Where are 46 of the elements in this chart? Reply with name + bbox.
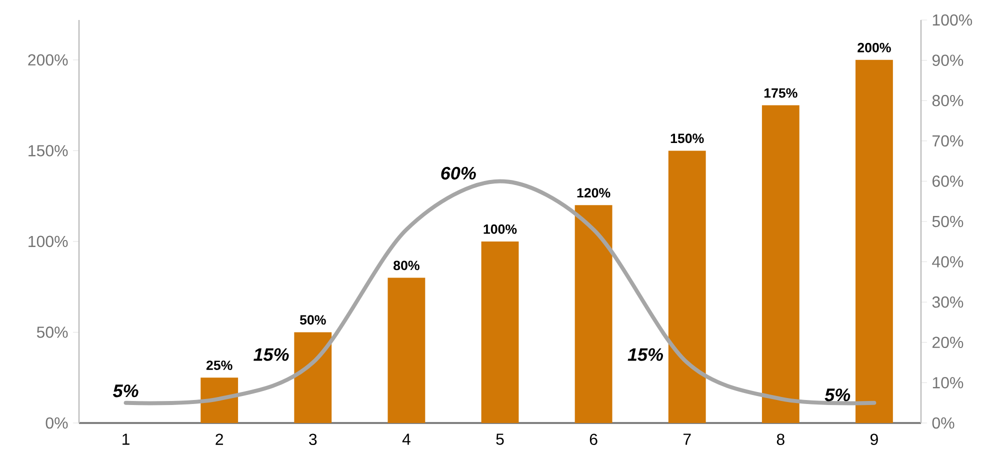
bar xyxy=(856,60,893,423)
bar xyxy=(388,278,426,423)
y2-tick-label: 60% xyxy=(932,176,964,187)
y-tick-label: 200% xyxy=(28,54,68,66)
y-tick-label: 100% xyxy=(28,236,68,248)
data-label: 150% xyxy=(670,134,704,144)
bar xyxy=(668,150,706,423)
y-tick-label: 150% xyxy=(28,145,68,156)
data-label: 25% xyxy=(206,360,232,370)
data-label: 50% xyxy=(300,315,326,325)
data-label: 200% xyxy=(858,42,891,52)
bar xyxy=(574,205,612,423)
x-tick-label: 8 xyxy=(776,434,784,446)
x-tick-label: 1 xyxy=(122,434,130,445)
y2-tick-label: 40% xyxy=(932,256,964,268)
y2-tick-label: 100% xyxy=(932,14,972,26)
x-tick-label: 9 xyxy=(870,434,878,446)
y2-tick-label: 50% xyxy=(932,216,964,228)
bar xyxy=(762,105,800,423)
x-tick-label: 6 xyxy=(590,434,598,446)
y2-tick-label: 80% xyxy=(932,94,964,106)
data-label: 80% xyxy=(394,260,420,270)
data-label: 15% xyxy=(254,348,289,361)
x-tick-label: 7 xyxy=(683,434,691,445)
x-tick-label: 4 xyxy=(402,434,410,445)
bar xyxy=(481,241,519,423)
data-label: 100% xyxy=(484,224,517,234)
x-tick-label: 3 xyxy=(309,434,317,446)
data-label: 120% xyxy=(577,188,610,198)
y-tick-label: 50% xyxy=(36,326,68,338)
x-tick-label: 5 xyxy=(496,434,504,445)
bar xyxy=(200,378,238,423)
data-label: 175% xyxy=(764,88,798,98)
y2-tick-label: 70% xyxy=(932,135,964,147)
x-tick-label: 2 xyxy=(216,434,223,445)
data-label: 5% xyxy=(112,384,138,398)
data-label: 15% xyxy=(628,348,664,361)
y2-tick-label: 20% xyxy=(932,336,964,348)
y2-tick-label: 0% xyxy=(932,417,954,429)
bar xyxy=(294,332,332,423)
y2-tick-label: 90% xyxy=(932,54,964,66)
data-label: 5% xyxy=(824,388,850,402)
y2-tick-label: 10% xyxy=(932,377,964,388)
y-tick-label: 0% xyxy=(46,417,68,429)
y2-tick-label: 30% xyxy=(932,296,964,308)
data-label: 60% xyxy=(441,166,476,180)
